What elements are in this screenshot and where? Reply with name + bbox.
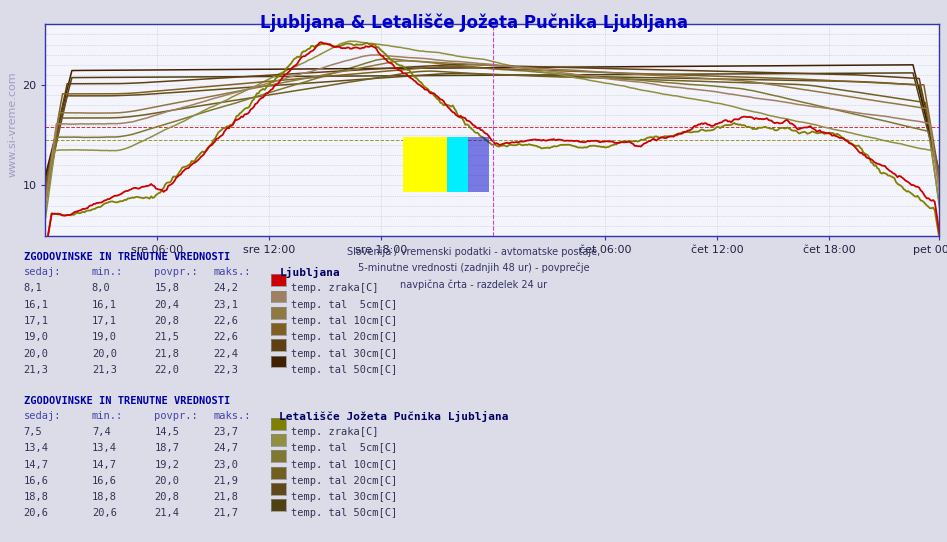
Text: temp. tal  5cm[C]: temp. tal 5cm[C] xyxy=(291,300,397,309)
Text: ZGODOVINSKE IN TRENUTNE VREDNOSTI: ZGODOVINSKE IN TRENUTNE VREDNOSTI xyxy=(24,252,230,262)
Text: Ljubljana & Letališče Jožeta Pučnika Ljubljana: Ljubljana & Letališče Jožeta Pučnika Lju… xyxy=(259,14,688,32)
Text: 16,6: 16,6 xyxy=(24,476,48,486)
Text: min.:: min.: xyxy=(92,267,123,277)
Text: 22,4: 22,4 xyxy=(213,349,238,358)
Bar xyxy=(403,137,447,192)
Text: 22,6: 22,6 xyxy=(213,332,238,342)
Text: 21,8: 21,8 xyxy=(213,492,238,502)
Text: 21,7: 21,7 xyxy=(213,508,238,518)
Text: Slovenija / vremenski podatki - avtomatske postaje,: Slovenija / vremenski podatki - avtomats… xyxy=(347,247,600,256)
Text: 20,0: 20,0 xyxy=(24,349,48,358)
Text: 16,1: 16,1 xyxy=(92,300,116,309)
Text: 20,8: 20,8 xyxy=(154,492,179,502)
Text: 22,3: 22,3 xyxy=(213,365,238,375)
Bar xyxy=(442,137,489,192)
Text: 24,7: 24,7 xyxy=(213,443,238,453)
Text: 16,6: 16,6 xyxy=(92,476,116,486)
Text: Letališče Jožeta Pučnika Ljubljana: Letališče Jožeta Pučnika Ljubljana xyxy=(279,411,509,422)
Text: 19,2: 19,2 xyxy=(154,460,179,469)
Text: 13,4: 13,4 xyxy=(24,443,48,453)
Text: temp. tal 10cm[C]: temp. tal 10cm[C] xyxy=(291,460,397,469)
Text: povpr.:: povpr.: xyxy=(154,411,198,421)
Text: 24,2: 24,2 xyxy=(213,283,238,293)
Text: 22,6: 22,6 xyxy=(213,316,238,326)
Text: 14,7: 14,7 xyxy=(92,460,116,469)
Text: temp. zraka[C]: temp. zraka[C] xyxy=(291,427,378,437)
Text: maks.:: maks.: xyxy=(213,267,251,277)
Text: povpr.:: povpr.: xyxy=(154,267,198,277)
Text: 20,8: 20,8 xyxy=(154,316,179,326)
Text: 20,0: 20,0 xyxy=(92,349,116,358)
Text: min.:: min.: xyxy=(92,411,123,421)
Text: Ljubljana: Ljubljana xyxy=(279,267,340,278)
Text: 17,1: 17,1 xyxy=(92,316,116,326)
Text: temp. tal 20cm[C]: temp. tal 20cm[C] xyxy=(291,332,397,342)
Text: 15,8: 15,8 xyxy=(154,283,179,293)
Text: sedaj:: sedaj: xyxy=(24,267,62,277)
Text: 21,8: 21,8 xyxy=(154,349,179,358)
Text: 14,7: 14,7 xyxy=(24,460,48,469)
Text: www.si-vreme.com: www.si-vreme.com xyxy=(8,72,18,177)
Text: 19,0: 19,0 xyxy=(24,332,48,342)
Text: 20,6: 20,6 xyxy=(92,508,116,518)
Text: temp. tal 20cm[C]: temp. tal 20cm[C] xyxy=(291,476,397,486)
Text: 16,1: 16,1 xyxy=(24,300,48,309)
Text: 22,0: 22,0 xyxy=(154,365,179,375)
Text: 21,9: 21,9 xyxy=(213,476,238,486)
Text: 21,3: 21,3 xyxy=(92,365,116,375)
Text: 7,4: 7,4 xyxy=(92,427,111,437)
Text: navpična črta - razdelek 24 ur: navpična črta - razdelek 24 ur xyxy=(400,279,547,289)
Text: 8,0: 8,0 xyxy=(92,283,111,293)
Text: 20,4: 20,4 xyxy=(154,300,179,309)
Text: 14,5: 14,5 xyxy=(154,427,179,437)
Text: 20,6: 20,6 xyxy=(24,508,48,518)
Text: temp. tal  5cm[C]: temp. tal 5cm[C] xyxy=(291,443,397,453)
Text: 23,1: 23,1 xyxy=(213,300,238,309)
Text: 17,1: 17,1 xyxy=(24,316,48,326)
Text: temp. tal 50cm[C]: temp. tal 50cm[C] xyxy=(291,365,397,375)
Text: 13,4: 13,4 xyxy=(92,443,116,453)
Bar xyxy=(447,137,469,192)
Text: temp. tal 10cm[C]: temp. tal 10cm[C] xyxy=(291,316,397,326)
Text: 18,8: 18,8 xyxy=(92,492,116,502)
Text: temp. tal 30cm[C]: temp. tal 30cm[C] xyxy=(291,349,397,358)
Text: temp. zraka[C]: temp. zraka[C] xyxy=(291,283,378,293)
Text: 8,1: 8,1 xyxy=(24,283,43,293)
Text: 21,4: 21,4 xyxy=(154,508,179,518)
Text: 18,7: 18,7 xyxy=(154,443,179,453)
Text: ZGODOVINSKE IN TRENUTNE VREDNOSTI: ZGODOVINSKE IN TRENUTNE VREDNOSTI xyxy=(24,396,230,405)
Text: 19,0: 19,0 xyxy=(92,332,116,342)
Text: 20,0: 20,0 xyxy=(154,476,179,486)
Text: temp. tal 50cm[C]: temp. tal 50cm[C] xyxy=(291,508,397,518)
Text: 21,3: 21,3 xyxy=(24,365,48,375)
Text: 18,8: 18,8 xyxy=(24,492,48,502)
Text: 23,0: 23,0 xyxy=(213,460,238,469)
Text: 7,5: 7,5 xyxy=(24,427,43,437)
Text: temp. tal 30cm[C]: temp. tal 30cm[C] xyxy=(291,492,397,502)
Text: 21,5: 21,5 xyxy=(154,332,179,342)
Text: 23,7: 23,7 xyxy=(213,427,238,437)
Text: sedaj:: sedaj: xyxy=(24,411,62,421)
Text: 5-minutne vrednosti (zadnjih 48 ur) - povprečje: 5-minutne vrednosti (zadnjih 48 ur) - po… xyxy=(358,263,589,273)
Text: maks.:: maks.: xyxy=(213,411,251,421)
